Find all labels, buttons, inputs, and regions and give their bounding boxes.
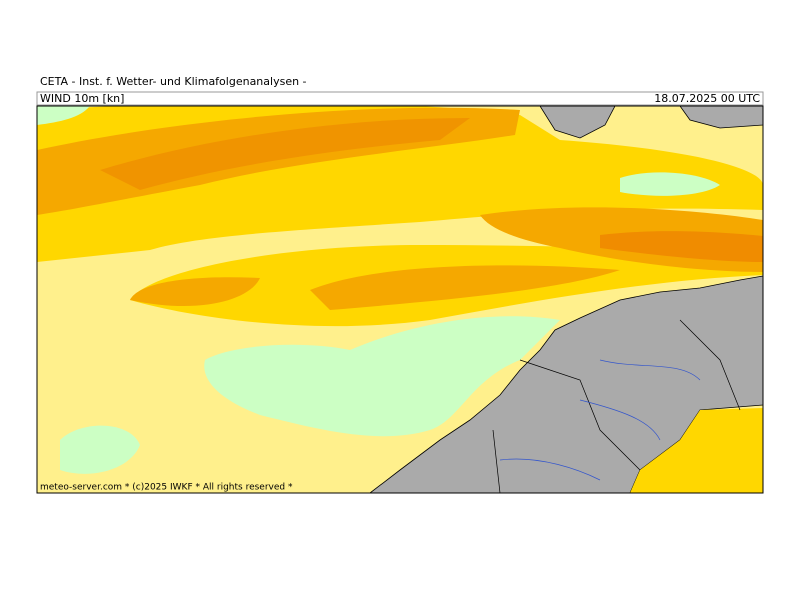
gulf-bothnia xyxy=(630,408,763,493)
zone-green-4 xyxy=(37,106,90,125)
zone-dark-orange-east xyxy=(600,231,763,262)
zone-green-3 xyxy=(620,172,720,196)
zone-green-2 xyxy=(60,425,140,474)
credit: meteo-server.com * (c)2025 IWKF * All ri… xyxy=(40,483,293,493)
zone-green xyxy=(204,316,560,437)
valid-time: 18.07.2025 00 UTC xyxy=(654,92,760,105)
borders xyxy=(492,319,741,493)
zone-orange-2 xyxy=(130,265,620,310)
map-area: meteo-server.com * (c)2025 IWKF * All ri… xyxy=(37,106,763,493)
header-title: CETA - Inst. f. Wetter- und Klimafolgena… xyxy=(40,75,307,88)
land-svalbard xyxy=(539,106,763,139)
field-label: WIND 10m [kn] xyxy=(40,92,124,105)
map-frame xyxy=(36,105,764,494)
zone-dark-orange xyxy=(100,118,470,190)
rivers xyxy=(499,359,701,481)
land-scandinavia xyxy=(369,275,763,493)
header-box xyxy=(36,91,764,106)
